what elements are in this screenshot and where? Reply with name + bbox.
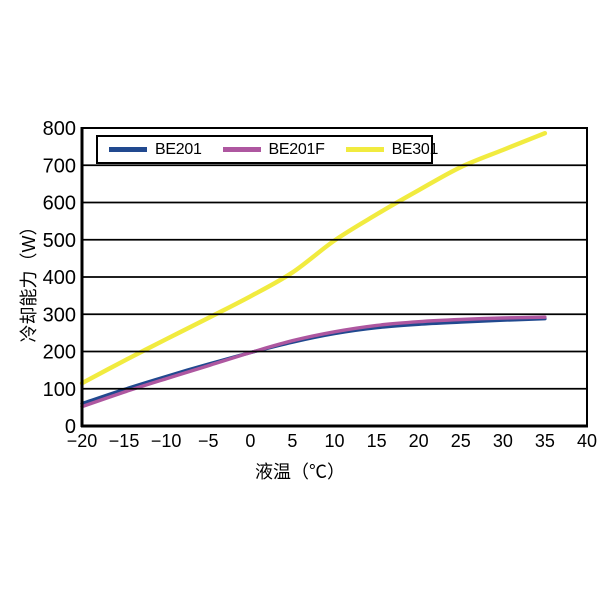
x-tick-label-40: 40	[577, 431, 597, 451]
legend-label-be201f: BE201F	[268, 140, 325, 158]
x-axis-title: 液温（℃）	[255, 462, 345, 482]
y-tick-label-500: 500	[43, 230, 76, 252]
x-tick-label--20: −20	[67, 431, 98, 451]
legend-label-be301: BE301	[391, 140, 439, 158]
tick-labels: 0 100 200 300 400 500 600 700 800 −20 −15 −10 −5 0 5 10…	[43, 118, 597, 451]
legend-label-be201: BE201	[155, 140, 202, 158]
series-lines	[79, 131, 548, 409]
x-tick-label-25: 25	[451, 431, 471, 451]
y-axis-title: 冷却能力（W）	[19, 217, 39, 343]
y-tick-label-200: 200	[43, 342, 76, 364]
y-tick-label-400: 400	[43, 267, 76, 289]
series-line-be201f	[80, 315, 547, 409]
legend-item-be201f: BE201F	[222, 140, 325, 159]
y-tick-label-800: 800	[43, 118, 76, 140]
x-tick-label-15: 15	[367, 431, 387, 451]
y-tick-label-700: 700	[43, 155, 76, 177]
series-line-be201	[80, 317, 547, 406]
x-tick-label-0: 0	[245, 431, 255, 451]
x-tick-label-30: 30	[493, 431, 513, 451]
x-tick-label--10: −10	[151, 431, 182, 451]
legend-item-be201: BE201	[109, 141, 202, 159]
grid-and-frame	[80, 127, 588, 428]
y-tick-label-300: 300	[43, 304, 76, 326]
legend-swatch-be201	[109, 147, 147, 152]
x-tick-label-35: 35	[535, 431, 555, 451]
legend-swatch-be201f	[222, 147, 261, 152]
x-tick-label-5: 5	[287, 431, 297, 451]
chart-legend: BE201 BE201F BE301	[96, 135, 438, 164]
x-tick-label--15: −15	[109, 431, 140, 451]
x-tick-label--5: −5	[198, 431, 219, 451]
x-tick-label-10: 10	[324, 431, 344, 451]
y-tick-label-100: 100	[43, 379, 76, 401]
legend-item-be301: BE301	[345, 140, 439, 159]
x-tick-label-20: 20	[409, 431, 429, 451]
series-line-be301	[79, 131, 548, 386]
legend-swatch-be301	[345, 147, 384, 152]
y-tick-label-600: 600	[43, 193, 76, 215]
y-tick-label-0: 0	[65, 416, 76, 438]
